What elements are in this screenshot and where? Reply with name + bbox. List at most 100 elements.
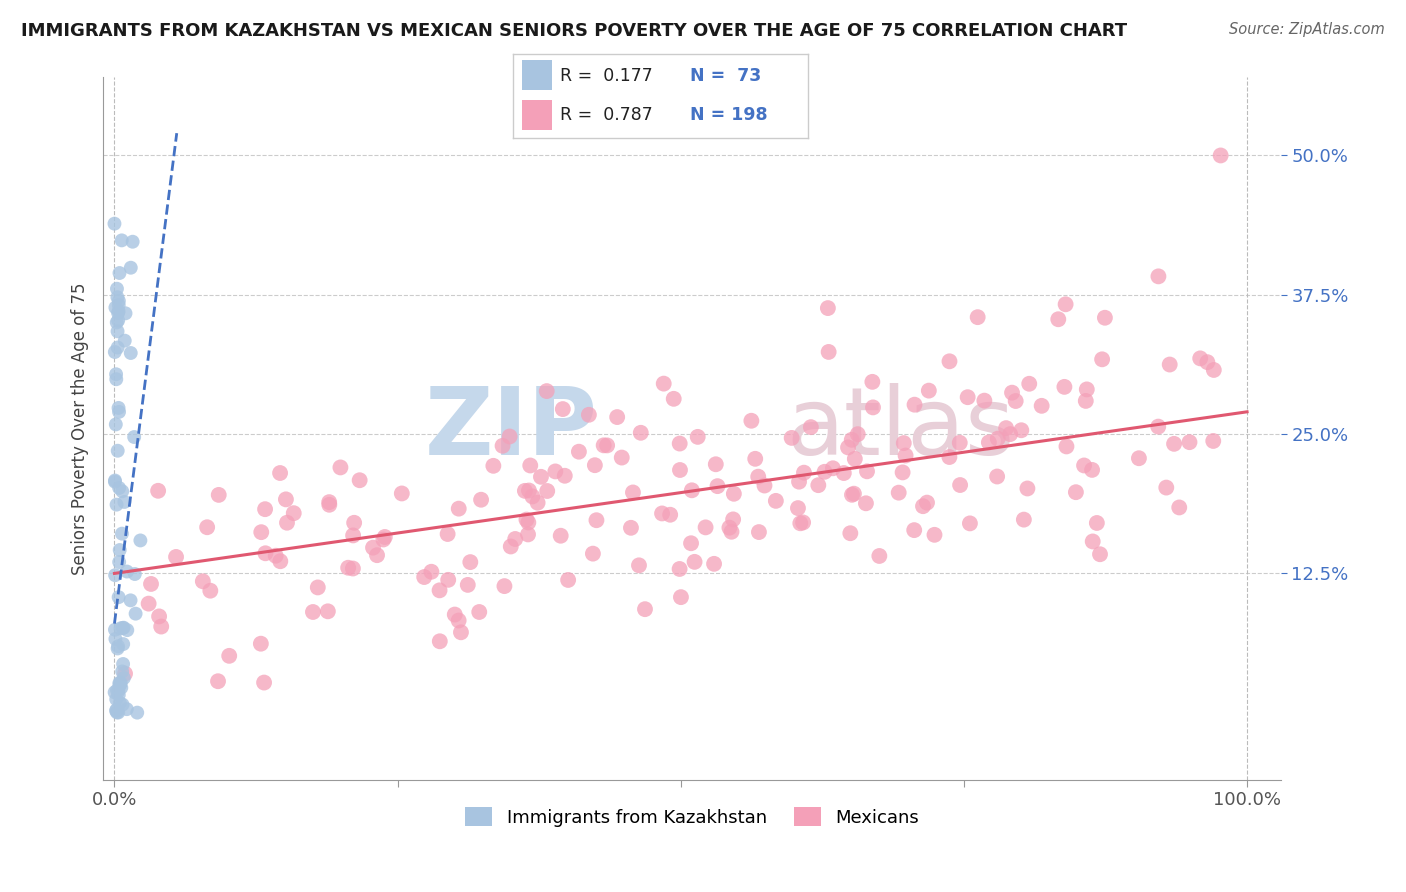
Point: [107, 306, 129, 320]
Point: [651, 507, 673, 521]
Point: [1056, 439, 1078, 453]
Point: [679, 536, 702, 550]
Point: [703, 557, 725, 571]
Point: [1189, 351, 1212, 366]
Point: [582, 547, 605, 561]
Point: [998, 427, 1021, 442]
Point: [120, 260, 142, 275]
Legend: Immigrants from Kazakhstan, Mexicans: Immigrants from Kazakhstan, Mexicans: [458, 800, 927, 834]
Point: [780, 431, 803, 445]
Point: [108, 543, 131, 558]
Point: [195, 520, 218, 534]
Point: [105, 683, 128, 698]
Point: [107, 590, 129, 604]
Point: [986, 469, 1008, 483]
Point: [887, 485, 910, 500]
Point: [110, 675, 132, 690]
Point: [274, 492, 297, 507]
Point: [630, 425, 652, 440]
Point: [669, 590, 692, 604]
Point: [105, 704, 128, 718]
Point: [139, 577, 162, 591]
Point: [108, 266, 131, 280]
Point: [924, 528, 946, 542]
Point: [1128, 451, 1150, 466]
Point: [460, 555, 482, 569]
Point: [686, 430, 709, 444]
Text: R =  0.177: R = 0.177: [561, 67, 654, 85]
Point: [437, 573, 460, 587]
Point: [522, 490, 544, 504]
Point: [447, 501, 470, 516]
Point: [695, 520, 717, 534]
Point: [361, 541, 384, 555]
Point: [105, 498, 128, 512]
Point: [583, 458, 606, 473]
Point: [107, 706, 129, 720]
Point: [150, 619, 173, 633]
Point: [108, 405, 131, 419]
Point: [104, 475, 127, 489]
Text: N = 198: N = 198: [690, 105, 768, 123]
Point: [592, 438, 614, 452]
Point: [681, 483, 703, 498]
Point: [821, 461, 844, 475]
Point: [596, 438, 619, 452]
Point: [1012, 513, 1035, 527]
Point: [105, 368, 128, 382]
Point: [517, 516, 540, 530]
Point: [200, 583, 222, 598]
Point: [956, 390, 979, 404]
Point: [868, 549, 890, 563]
Point: [307, 581, 329, 595]
Point: [550, 529, 572, 543]
Point: [668, 562, 690, 576]
Point: [112, 671, 135, 685]
Point: [1197, 355, 1219, 369]
Point: [108, 675, 131, 690]
Point: [108, 555, 131, 569]
Point: [683, 555, 706, 569]
Point: [721, 512, 744, 526]
Point: [841, 488, 863, 502]
Point: [1064, 485, 1087, 500]
Point: [329, 460, 352, 475]
Text: ZIP: ZIP: [425, 383, 598, 475]
Point: [513, 483, 536, 498]
Point: [264, 549, 287, 563]
Point: [748, 524, 770, 539]
Point: [112, 637, 135, 651]
Point: [787, 501, 810, 516]
Point: [832, 466, 855, 480]
Point: [124, 567, 146, 582]
Point: [844, 451, 866, 466]
Point: [723, 487, 745, 501]
Point: [337, 560, 360, 574]
Point: [114, 666, 136, 681]
Point: [627, 558, 650, 573]
Point: [1017, 482, 1039, 496]
Point: [807, 478, 830, 492]
Point: [995, 421, 1018, 435]
Point: [966, 310, 988, 325]
Point: [959, 516, 981, 531]
Point: [191, 574, 214, 589]
Point: [349, 473, 371, 487]
Point: [104, 623, 127, 637]
Point: [107, 640, 129, 654]
Point: [856, 464, 879, 478]
Point: [793, 466, 815, 480]
Point: [1202, 434, 1225, 448]
Point: [1178, 435, 1201, 450]
Point: [114, 306, 136, 320]
Point: [1156, 481, 1178, 495]
Point: [366, 548, 388, 562]
Point: [1004, 394, 1026, 409]
Point: [498, 429, 520, 443]
Point: [108, 696, 131, 710]
Point: [104, 632, 127, 646]
Point: [744, 451, 766, 466]
Point: [447, 614, 470, 628]
Point: [316, 604, 339, 618]
Point: [911, 499, 934, 513]
